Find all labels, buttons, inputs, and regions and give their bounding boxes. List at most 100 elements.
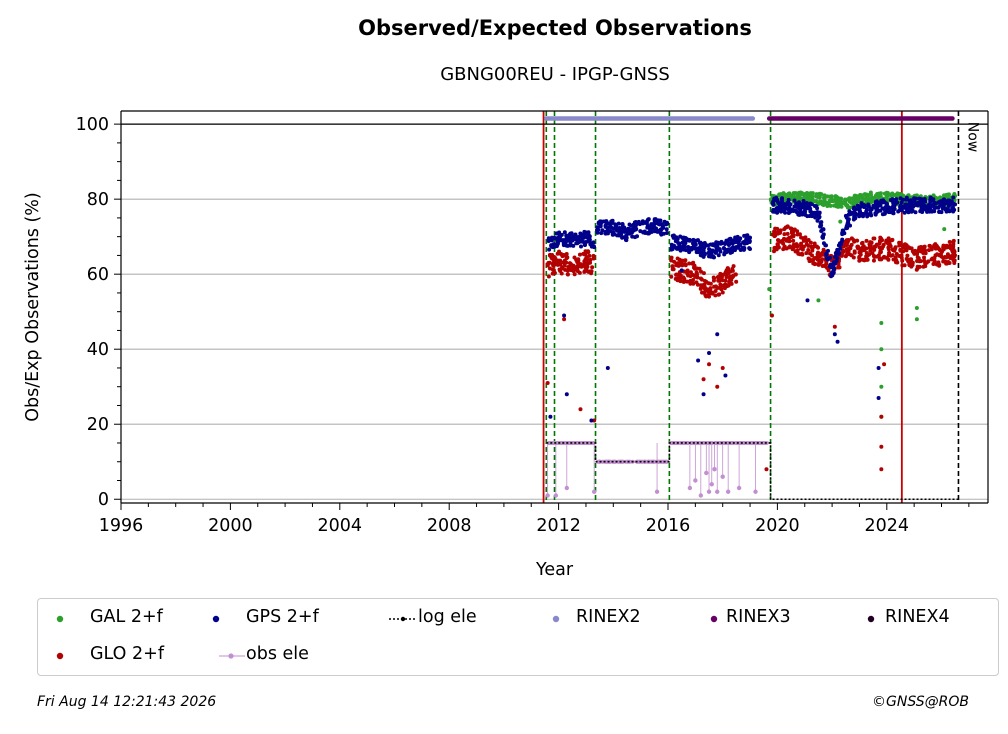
point-gps	[654, 226, 659, 231]
point-glo	[670, 267, 675, 272]
point-gps	[771, 209, 776, 214]
obs-ele-dip-point	[720, 474, 725, 479]
point-gps	[783, 210, 788, 215]
point-glo-outlier	[832, 324, 837, 329]
point-glo	[823, 264, 828, 269]
point-gps	[649, 229, 654, 234]
obs-ele-dip-point	[753, 489, 758, 494]
point-glo	[885, 239, 890, 244]
point-glo	[572, 272, 577, 277]
point-gps	[880, 206, 885, 211]
point-glo	[680, 258, 685, 263]
point-glo	[565, 272, 570, 277]
point-glo	[791, 233, 796, 238]
point-glo	[566, 268, 571, 273]
point-gps	[728, 241, 733, 246]
point-gps	[711, 254, 716, 259]
point-gps	[880, 199, 885, 204]
point-glo	[716, 278, 721, 283]
obs-ele-point	[616, 459, 621, 464]
obs-ele-dip-point	[704, 470, 709, 476]
point-glo	[814, 244, 819, 249]
point-glo	[675, 261, 680, 266]
point-gps	[852, 215, 857, 220]
point-gal	[835, 200, 840, 205]
legend-label-gal: GAL 2+f	[90, 607, 163, 627]
point-gal-outlier	[879, 320, 884, 325]
point-gps	[864, 207, 869, 212]
point-glo	[861, 247, 866, 252]
point-gps	[906, 208, 911, 213]
legend-marker-rinex3	[710, 615, 718, 623]
point-gps	[791, 208, 796, 213]
point-glo	[852, 250, 857, 255]
point-glo	[717, 292, 722, 297]
point-gal	[852, 195, 857, 200]
point-glo	[804, 238, 809, 243]
point-gps	[693, 242, 698, 247]
point-gps-outlier	[707, 350, 712, 355]
point-gal-outlier	[838, 219, 843, 224]
point-glo	[888, 244, 893, 249]
point-gps	[866, 203, 871, 208]
point-gps	[874, 208, 879, 213]
point-glo	[689, 280, 694, 285]
point-gps	[576, 237, 581, 242]
y-tick-label: 100	[76, 115, 109, 135]
point-glo	[586, 250, 591, 255]
point-glo	[878, 235, 883, 240]
point-gal	[809, 191, 814, 196]
point-gps	[622, 229, 627, 234]
point-glo	[809, 244, 814, 249]
point-gps	[701, 248, 706, 253]
point-glo	[775, 242, 780, 247]
point-gps	[723, 241, 728, 246]
point-gal	[885, 191, 890, 196]
point-gps	[627, 227, 632, 232]
point-glo	[699, 290, 704, 295]
chart-plot: Now 1996 2000 2004 2008 2012 2016 2020 2024 0 20 40…	[23, 110, 989, 580]
point-gps	[665, 221, 670, 226]
point-gps	[564, 243, 569, 248]
point-gps	[617, 226, 622, 231]
point-glo	[862, 258, 867, 263]
point-gal-outlier	[879, 384, 884, 389]
x-tick-label: 2024	[865, 516, 910, 536]
point-gps	[680, 235, 685, 240]
point-glo	[695, 275, 700, 280]
point-gps	[899, 200, 904, 205]
obs-ele-dip-point	[591, 489, 597, 494]
point-gps	[654, 218, 659, 223]
point-gps	[661, 231, 666, 236]
obs-ele-dip-point	[715, 489, 720, 494]
point-gps	[718, 249, 723, 254]
point-gps	[938, 203, 943, 208]
point-glo	[843, 254, 848, 259]
point-gps	[745, 236, 750, 241]
point-glo-outlier	[879, 444, 884, 449]
legend-marker-gps	[212, 615, 220, 623]
point-glo	[936, 245, 941, 250]
point-gps	[585, 230, 590, 235]
point-gps	[777, 207, 782, 212]
point-gps	[890, 198, 895, 203]
point-glo	[845, 246, 850, 251]
point-gps	[951, 195, 956, 200]
point-gps	[596, 227, 601, 232]
point-glo	[889, 238, 894, 243]
point-gal	[890, 192, 895, 197]
point-gps	[792, 204, 797, 209]
point-gps	[820, 234, 825, 239]
point-glo	[947, 260, 952, 265]
point-gps	[580, 232, 585, 237]
point-gal	[829, 194, 834, 199]
point-glo	[917, 264, 922, 269]
point-glo	[921, 250, 926, 255]
point-gps	[842, 231, 847, 236]
point-gps-outlier	[723, 373, 728, 378]
point-glo	[886, 247, 891, 252]
point-gal	[838, 201, 843, 206]
point-glo	[723, 278, 728, 283]
point-gps	[821, 241, 826, 246]
point-gps	[943, 207, 948, 212]
